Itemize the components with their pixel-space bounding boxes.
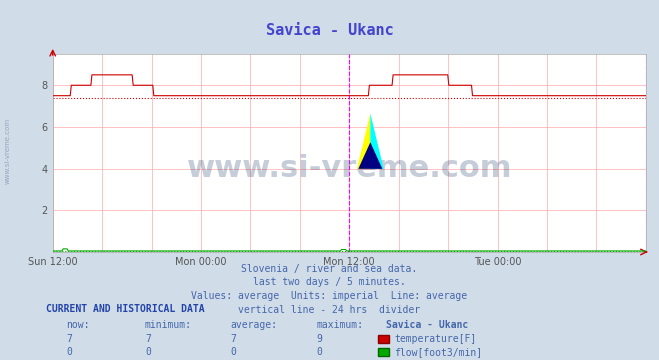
- Text: www.si-vreme.com: www.si-vreme.com: [186, 154, 512, 183]
- Text: 7: 7: [231, 334, 237, 344]
- Text: now:: now:: [66, 320, 90, 330]
- Text: Savica - Ukanc: Savica - Ukanc: [386, 320, 468, 330]
- Polygon shape: [357, 113, 370, 169]
- Text: Savica - Ukanc: Savica - Ukanc: [266, 23, 393, 39]
- Text: 0: 0: [145, 347, 151, 357]
- Text: www.si-vreme.com: www.si-vreme.com: [5, 118, 11, 184]
- Text: Slovenia / river and sea data.: Slovenia / river and sea data.: [241, 264, 418, 274]
- Text: last two days / 5 minutes.: last two days / 5 minutes.: [253, 277, 406, 287]
- Text: average:: average:: [231, 320, 277, 330]
- Text: minimum:: minimum:: [145, 320, 192, 330]
- Text: maximum:: maximum:: [316, 320, 363, 330]
- Polygon shape: [370, 113, 384, 169]
- Text: temperature[F]: temperature[F]: [394, 334, 476, 344]
- Text: Values: average  Units: imperial  Line: average: Values: average Units: imperial Line: av…: [191, 291, 468, 301]
- Text: 9: 9: [316, 334, 322, 344]
- Text: 0: 0: [316, 347, 322, 357]
- Text: 0: 0: [231, 347, 237, 357]
- Text: 7: 7: [66, 334, 72, 344]
- Text: 0: 0: [66, 347, 72, 357]
- Text: flow[foot3/min]: flow[foot3/min]: [394, 347, 482, 357]
- Polygon shape: [358, 142, 382, 169]
- Text: vertical line - 24 hrs  divider: vertical line - 24 hrs divider: [239, 305, 420, 315]
- Text: CURRENT AND HISTORICAL DATA: CURRENT AND HISTORICAL DATA: [46, 304, 205, 314]
- Text: 7: 7: [145, 334, 151, 344]
